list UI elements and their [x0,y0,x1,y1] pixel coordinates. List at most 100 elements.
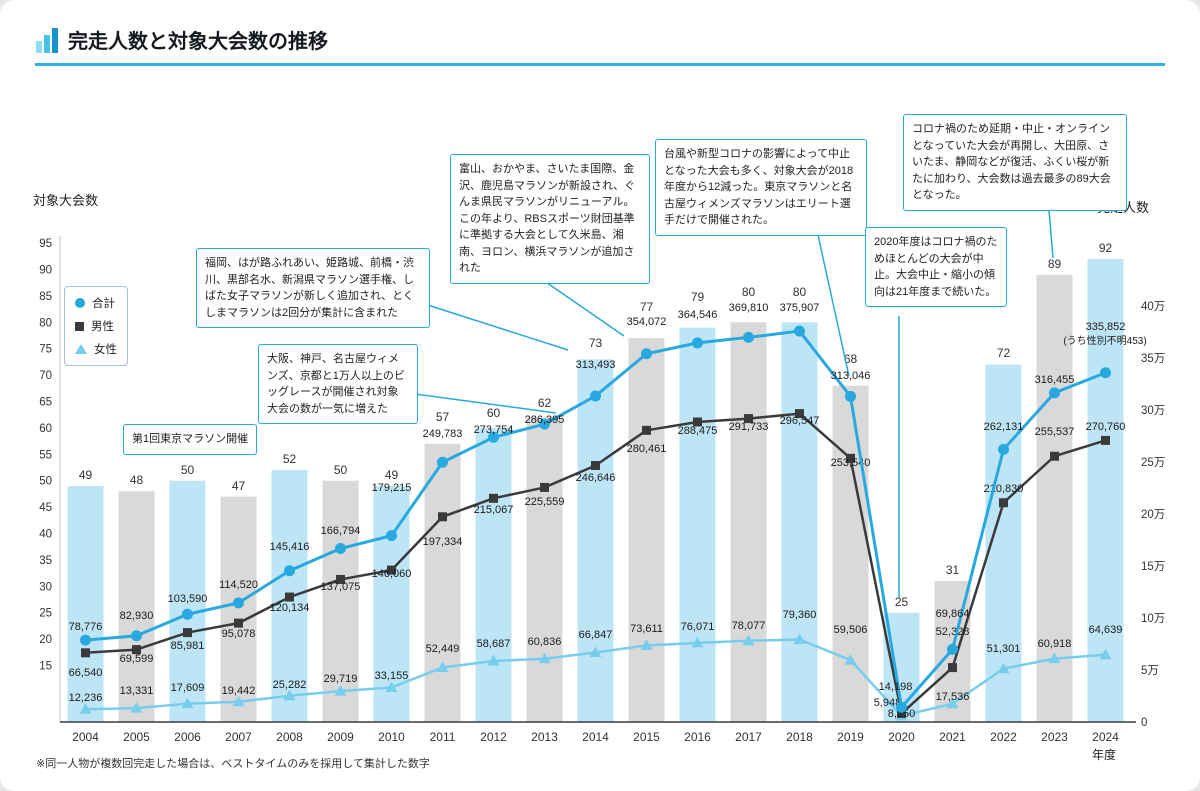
year-label-2013: 2013 [531,730,558,744]
right-axis-tick: 0 [1141,717,1147,729]
total-label-2011: 249,783 [423,428,463,440]
left-axis-tick: 40 [39,529,52,541]
female-point-2019 [844,654,857,665]
female-point-2013 [538,652,551,664]
female-label-2022: 51,301 [987,643,1021,655]
total-point-2004 [80,634,91,646]
female-point-2021 [946,697,959,709]
year-label-2020: 2020 [888,730,915,744]
left-axis-tick: 15 [39,661,52,673]
female-label-2017: 78,077 [732,620,766,632]
legend-item-male: 男性 [75,318,117,334]
left-axis-tick: 70 [39,370,52,382]
male-label-2005: 69,599 [120,653,154,665]
total-note-2024: (うち性別不明453) [1063,334,1146,347]
total-point-2006 [182,608,193,620]
page-title: 完走人数と対象大会数の推移 [68,31,328,53]
bar-value-2010: 49 [385,468,399,482]
male-label-2023: 255,537 [1035,426,1075,438]
male-point-2010 [387,565,396,575]
total-label-2010: 179,215 [372,482,412,494]
bar-2024 [1087,258,1124,722]
male-label-2006: 85,981 [171,640,205,652]
total-point-2017 [743,331,754,343]
male-label-2012: 215,067 [474,504,514,516]
total-point-2012 [488,431,499,443]
male-label-2019: 253,540 [831,457,871,469]
legend-item-female: 女性 [75,341,117,357]
male-point-2007 [234,618,243,628]
bar-2015 [628,338,665,722]
male-point-2015 [642,425,651,435]
bar-value-2023: 89 [1048,257,1062,271]
male-point-2004 [81,648,90,658]
total-point-2019 [845,390,856,402]
male-point-2014 [591,460,600,470]
leader-line-1 [399,391,557,414]
male-point-2024 [1101,435,1110,445]
year-label-2017: 2017 [735,730,762,744]
total-point-2009 [335,543,346,555]
female-point-2023 [1048,652,1061,664]
left-axis-tick: 20 [39,634,52,646]
right-axis-tick: 20万 [1141,509,1165,521]
male-point-2020 [897,708,906,718]
female-label-2006: 17,609 [171,682,205,694]
page-header: 完走人数と対象大会数の推移 [36,27,328,53]
female-point-2018 [793,633,806,644]
bar-2018 [781,322,818,722]
female-point-2012 [487,654,500,666]
total-point-2005 [131,630,142,642]
legend-label-total: 合計 [92,298,115,310]
left-axis-tick: 85 [39,291,52,303]
total-label-2015: 354,072 [627,316,667,328]
total-label-2024: 335,852 [1086,321,1126,333]
bar-value-2004: 49 [79,468,93,482]
total-point-2013 [539,418,550,430]
male-label-2009: 137,075 [321,581,361,593]
year-label-2021: 2021 [939,730,966,744]
bar-2004 [67,485,104,722]
total-point-2016 [692,337,703,349]
legend-label-male: 男性 [91,321,114,333]
female-point-2007 [232,695,245,707]
year-label-2024: 2024 [1092,730,1119,744]
bar-value-2019: 68 [844,352,858,366]
male-point-2011 [438,512,447,522]
female-point-2009 [334,685,347,696]
male-label-2007: 95,078 [222,628,256,640]
left-axis-tick: 65 [39,397,52,409]
chart-legend: 合計 男性 女性 [64,286,128,366]
female-point-2011 [436,661,449,672]
female-label-2011: 52,449 [426,643,460,655]
male-label-2014: 246,646 [576,472,616,484]
year-label-2016: 2016 [684,730,711,744]
female-series-icon [75,344,87,354]
total-label-2019: 313,046 [831,370,871,382]
male-label-2024: 270,760 [1086,421,1126,433]
year-label-2011: 2011 [430,730,456,744]
total-point-2022 [998,443,1009,455]
female-label-2019: 59,506 [834,624,868,636]
total-point-2008 [284,565,295,577]
female-label-2021: 17,536 [936,691,970,703]
total-point-2014 [590,390,601,402]
bar-2005 [118,491,155,722]
female-point-2005 [130,702,143,713]
bar-2011 [424,443,461,722]
female-label-2018: 79,360 [783,609,817,621]
female-point-2010 [385,681,398,693]
year-label-2014: 2014 [582,730,609,744]
year-label-2004: 2004 [72,730,99,744]
total-series-icon [75,298,85,308]
left-axis-tick: 80 [39,317,52,329]
bar-2007 [220,496,257,722]
male-label-2011: 197,334 [423,536,463,548]
female-point-2014 [589,646,602,657]
total-point-2024 [1100,367,1111,379]
total-label-2021: 69,864 [936,608,970,620]
male-label-2013: 225,559 [525,496,565,508]
left-axis-tick: 95 [39,238,52,250]
left-axis-title: 対象大会数 [33,193,99,208]
right-axis-tick: 5万 [1141,665,1159,677]
